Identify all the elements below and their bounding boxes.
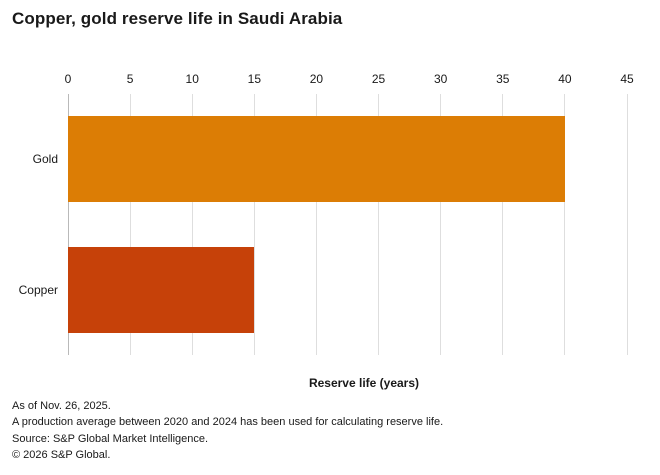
- category-label-copper: Copper: [18, 282, 58, 297]
- x-gridline-35: [502, 94, 504, 355]
- x-tick-label-10: 10: [185, 72, 199, 86]
- x-tick-label-40: 40: [558, 72, 572, 86]
- x-tick-label-15: 15: [247, 72, 261, 86]
- bar-gold: [68, 116, 565, 203]
- bar-copper: [68, 246, 255, 333]
- x-tick-label-35: 35: [496, 72, 510, 86]
- x-tick-label-20: 20: [309, 72, 324, 86]
- x-gridline-20: [315, 94, 317, 355]
- footnote-source: Source: S&P Global Market Intelligence.: [12, 432, 209, 445]
- category-label-gold: Gold: [32, 152, 58, 167]
- footnote-methodology: A production average between 2020 and 20…: [12, 416, 444, 429]
- x-tick-label-45: 45: [620, 72, 634, 86]
- chart-title: Copper, gold reserve life in Saudi Arabi…: [12, 9, 343, 28]
- chart-footnotes: As of Nov. 26, 2025. A production averag…: [12, 398, 443, 464]
- x-gridline-10: [191, 94, 193, 355]
- x-gridline-30: [440, 94, 442, 355]
- x-tick-label-30: 30: [433, 72, 448, 86]
- x-gridline-5: [129, 94, 131, 355]
- x-gridline-25: [378, 94, 380, 355]
- x-gridline-0: [67, 94, 69, 355]
- x-gridline-15: [253, 94, 255, 355]
- x-tick-label-5: 5: [126, 72, 134, 86]
- x-axis-title: Reserve life (years): [308, 376, 420, 390]
- x-tick-label-25: 25: [371, 72, 386, 86]
- footnote-copyright: © 2026 S&P Global.: [12, 449, 111, 462]
- x-gridline-40: [564, 94, 566, 355]
- x-gridline-45: [626, 94, 628, 355]
- footnote-as-of-date: As of Nov. 26, 2025.: [12, 400, 111, 412]
- x-tick-label-0: 0: [64, 72, 72, 86]
